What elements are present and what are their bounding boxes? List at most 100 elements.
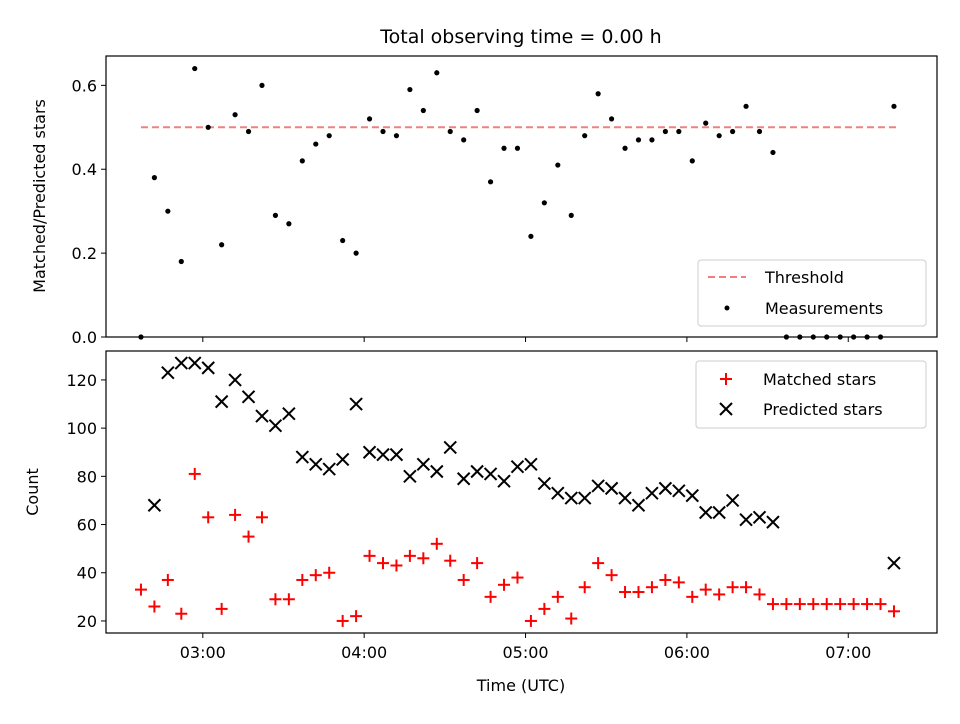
matched-star-point (780, 598, 793, 611)
measurement-point (582, 133, 588, 139)
bottom-y-axis-label: Count (23, 468, 42, 516)
measurement-point (487, 179, 494, 185)
measurement-point (851, 334, 857, 340)
matched-star-point (444, 554, 457, 567)
measurement-point (272, 212, 279, 218)
measurement-point (407, 86, 413, 93)
matched-star-point (350, 610, 363, 623)
measurement-point (783, 334, 789, 340)
matched-star-point (309, 569, 322, 582)
top-legend-box (697, 259, 927, 327)
measurement-point (138, 334, 144, 340)
predicted-star-point (658, 481, 673, 496)
matched-star-point (740, 581, 753, 594)
predicted-star-point (752, 510, 767, 525)
measurement-point (178, 258, 184, 265)
predicted-star-point (443, 440, 457, 455)
x-tick-label: 07:00 (825, 643, 871, 662)
measurement-point (151, 175, 158, 181)
measurement-point (568, 212, 574, 218)
matched-star-point (282, 593, 295, 606)
matched-star-point (726, 581, 739, 594)
matched-star-point (484, 590, 497, 603)
measurement-point (528, 233, 534, 239)
measurement-point (676, 128, 682, 135)
measurement-point (622, 145, 628, 151)
measurement-point (326, 133, 332, 139)
predicted-star-point (174, 356, 189, 370)
bottom-y-tick-label: 40 (77, 564, 97, 583)
predicted-star-point (887, 556, 901, 570)
predicted-star-point (295, 450, 310, 464)
measurement-point (555, 162, 561, 168)
measurement-point (716, 133, 722, 139)
predicted-star-point (645, 486, 659, 500)
top-plot-area (138, 65, 897, 340)
bottom-legend: Matched stars Predicted stars (695, 360, 927, 429)
measurement-point (703, 120, 709, 126)
x-tick-label: 03:00 (180, 643, 226, 662)
predicted-star-point (604, 481, 619, 496)
predicted-star-point (362, 445, 377, 459)
predicted-star-point (322, 462, 336, 476)
top-y-tick-label: 0.2 (72, 244, 97, 263)
matched-star-point (565, 612, 578, 625)
predicted-star-point (537, 476, 552, 491)
bottom-axes: 20 40 60 80 100 120 03:00 04:00 05:00 06:00 07:00 (66, 350, 938, 662)
matched-star-point (417, 552, 430, 565)
bottom-y-tick-label: 100 (66, 419, 97, 438)
measurement-point (340, 237, 346, 244)
predicted-star-point (618, 491, 632, 505)
matched-star-point (269, 593, 282, 606)
predicted-star-point (551, 486, 565, 500)
measurement-point (420, 107, 426, 114)
matched-star-point (551, 590, 564, 603)
top-legend: Threshold Measurements (697, 259, 927, 327)
measurement-point (232, 112, 238, 118)
predicted-star-point (349, 397, 363, 411)
matched-star-point (323, 566, 336, 579)
measurement-point (313, 141, 319, 147)
predicted-star-point (631, 498, 646, 512)
matched-star-point (255, 511, 268, 524)
predicted-star-point (577, 491, 592, 505)
matched-star-point (659, 573, 672, 586)
predicted-star-point (335, 452, 350, 467)
matched-star-point (403, 549, 416, 562)
matched-star-point (766, 598, 779, 611)
measurement-point (299, 158, 305, 164)
measurement-point (259, 82, 265, 88)
predicted-star-point (524, 457, 538, 471)
predicted-star-point (255, 409, 269, 423)
matched-star-point (511, 571, 524, 584)
matched-star-point (457, 573, 470, 586)
matched-star-point (148, 600, 161, 613)
measurements-legend-label: Measurements (765, 299, 883, 318)
matched-star-point (188, 467, 201, 480)
x-tick-label: 04:00 (341, 643, 387, 662)
predicted-star-point (376, 447, 390, 462)
top-chart-title: Total observing time = 0.00 h (379, 26, 661, 48)
matched-star-point (296, 573, 309, 586)
x-tick-label: 06:00 (664, 643, 710, 662)
matched-star-point (390, 559, 403, 572)
bottom-y-tick-label: 80 (77, 467, 97, 486)
top-axes-frame (105, 55, 938, 338)
matched-legend-label: Matched stars (763, 370, 876, 389)
measurement-point (743, 103, 749, 109)
predicted-star-point (591, 479, 605, 493)
predicted-star-point (188, 356, 202, 370)
measurement-point (366, 116, 373, 122)
measurement-point (824, 334, 830, 340)
matched-star-point (215, 602, 228, 615)
predicted-star-point (497, 474, 511, 488)
measurement-point (595, 91, 601, 97)
bottom-axes-frame (105, 350, 938, 634)
predicted-legend-swatch (719, 402, 733, 416)
matched-star-point (686, 590, 699, 603)
measurement-point (810, 334, 816, 340)
predicted-star-point (309, 457, 323, 471)
bottom-y-tick-label: 60 (77, 516, 97, 535)
